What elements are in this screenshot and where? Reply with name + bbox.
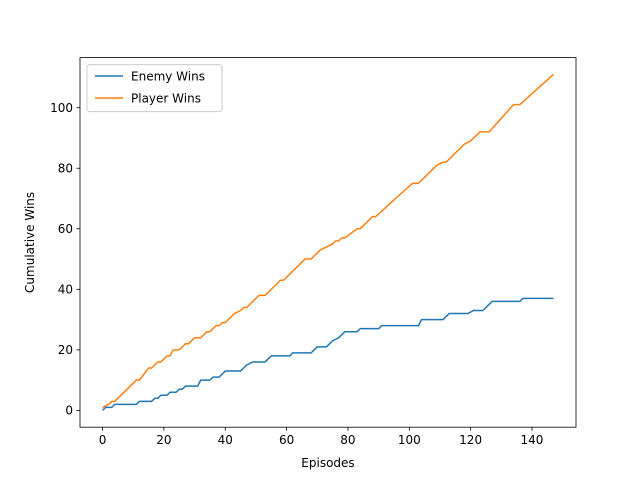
y-tick-label: 20	[58, 343, 73, 357]
series-line-enemy-wins	[102, 297, 554, 411]
y-tick-label: 60	[58, 222, 73, 236]
y-tick-label: 80	[58, 162, 73, 176]
y-tick-label: 100	[50, 101, 73, 115]
legend-label-player-wins: Player Wins	[131, 92, 201, 106]
x-tick-label: 20	[156, 433, 171, 447]
series-line-player-wins	[102, 73, 554, 409]
plot-frame	[79, 57, 577, 428]
x-tick-label: 140	[521, 433, 544, 447]
x-tick-label: 80	[340, 433, 355, 447]
plot-area	[80, 57, 576, 428]
x-tick-label: 0	[99, 433, 107, 447]
ticks-layer: 0 20 40 60 80 100 120 140 0 20 40 60 80 100	[50, 101, 543, 447]
legend: Enemy Wins Player Wins	[86, 64, 223, 113]
x-tick-label: 100	[398, 433, 421, 447]
x-tick-label: 120	[459, 433, 482, 447]
x-axis-label: Episodes	[301, 456, 354, 470]
y-axis-label: Cumulative Wins	[23, 192, 37, 293]
y-tick-label: 40	[58, 283, 73, 297]
series-layer	[102, 73, 554, 411]
y-tick-label: 0	[65, 404, 73, 418]
legend-label-enemy-wins: Enemy Wins	[131, 70, 205, 84]
x-tick-label: 40	[218, 433, 233, 447]
x-tick-label: 60	[279, 433, 294, 447]
